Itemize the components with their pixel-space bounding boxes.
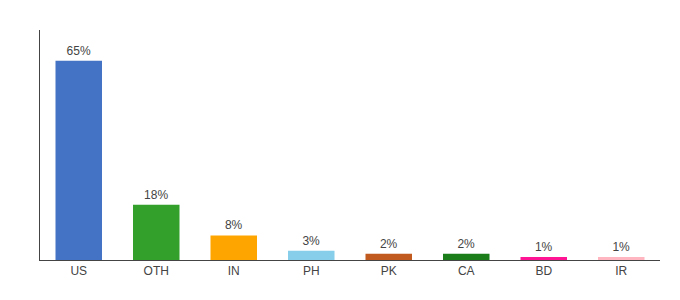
svg-text:OTH: OTH (144, 264, 169, 278)
svg-text:3%: 3% (302, 234, 320, 248)
svg-text:8%: 8% (225, 218, 243, 232)
svg-text:PK: PK (381, 264, 397, 278)
svg-text:2%: 2% (457, 237, 475, 251)
svg-text:IN: IN (228, 264, 240, 278)
svg-text:2%: 2% (380, 237, 398, 251)
svg-text:US: US (70, 264, 87, 278)
svg-text:CA: CA (458, 264, 475, 278)
svg-text:65%: 65% (67, 44, 91, 58)
svg-text:1%: 1% (535, 240, 553, 254)
svg-text:18%: 18% (144, 188, 168, 202)
svg-text:PH: PH (303, 264, 320, 278)
svg-text:1%: 1% (612, 240, 630, 254)
svg-text:BD: BD (535, 264, 552, 278)
svg-text:IR: IR (615, 264, 627, 278)
